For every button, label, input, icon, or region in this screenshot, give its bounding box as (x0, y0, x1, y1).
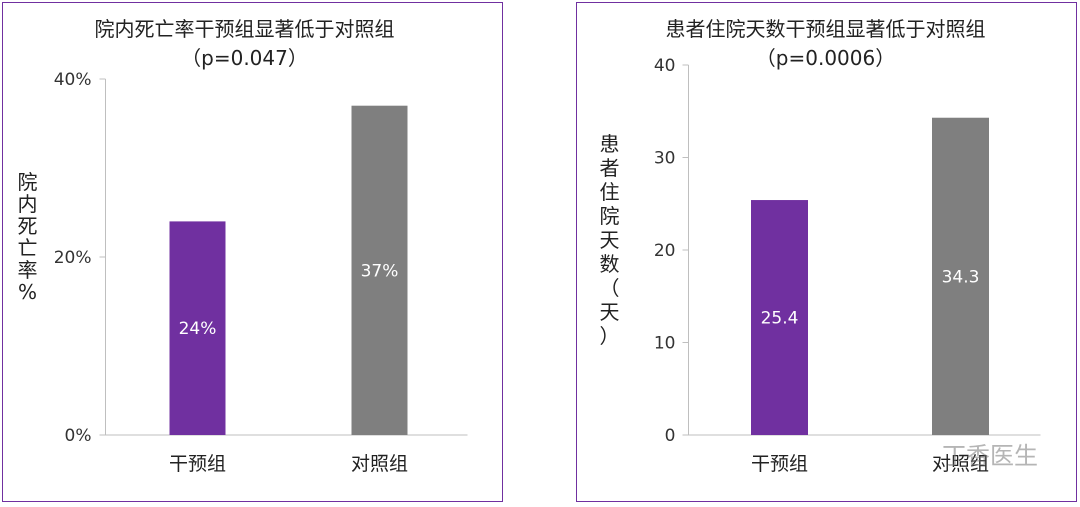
stay-bar-value-label: 25.4 (761, 309, 799, 329)
mortality-bar-intervention (169, 221, 226, 435)
hospital-stay-chart: 患者住院天数干预组显著低于对照组 （p=0.0006） 0 10 20 30 40 患者住院天… (600, 17, 1041, 475)
stay-bar-intervention (751, 200, 808, 435)
mortality-category-label: 干预组 (169, 453, 226, 475)
stay-chart-title: 患者住院天数干预组显著低于对照组 (666, 17, 986, 41)
stay-y-tick-label: 0 (665, 426, 676, 446)
mortality-chart-title: 院内死亡率干预组显著低于对照组 (95, 17, 395, 41)
stay-bar-value-label: 34.3 (942, 267, 980, 287)
watermark-text: 丁香医生 (942, 442, 1038, 470)
stay-chart-subtitle: （p=0.0006） (756, 46, 895, 70)
mortality-y-tick-label: 20% (54, 248, 92, 268)
mortality-chart-panel: 院内死亡率干预组显著低于对照组 （p=0.047） 0% 20% 40% 院内死亡率% 24… (2, 2, 503, 502)
mortality-bar-value-label: 37% (361, 261, 399, 281)
stay-y-tick-label: 20 (654, 241, 676, 261)
mortality-bar-value-label: 24% (179, 319, 217, 339)
mortality-chart: 院内死亡率干预组显著低于对照组 （p=0.047） 0% 20% 40% 院内死亡率% 24… (18, 17, 468, 475)
mortality-bar-control (351, 105, 408, 435)
stay-y-axis-label: 患者住院天数（天） (600, 132, 620, 348)
mortality-category-label: 对照组 (351, 453, 408, 475)
stay-y-tick-label: 10 (654, 334, 676, 354)
stay-bar-control (932, 117, 989, 435)
stay-y-tick-label: 30 (654, 149, 676, 169)
stay-category-label: 干预组 (751, 453, 808, 475)
mortality-y-tick-label: 40% (54, 70, 92, 90)
stay-y-tick-label: 40 (654, 56, 676, 76)
mortality-y-axis-label: 院内死亡率% (18, 170, 38, 304)
stay-chart-panel: 患者住院天数干预组显著低于对照组 （p=0.0006） 0 10 20 30 40 患者住院天… (576, 2, 1077, 502)
mortality-y-tick-label: 0% (65, 426, 92, 446)
stay-category-label: 对照组 (932, 453, 989, 475)
mortality-chart-subtitle: （p=0.047） (181, 46, 308, 70)
